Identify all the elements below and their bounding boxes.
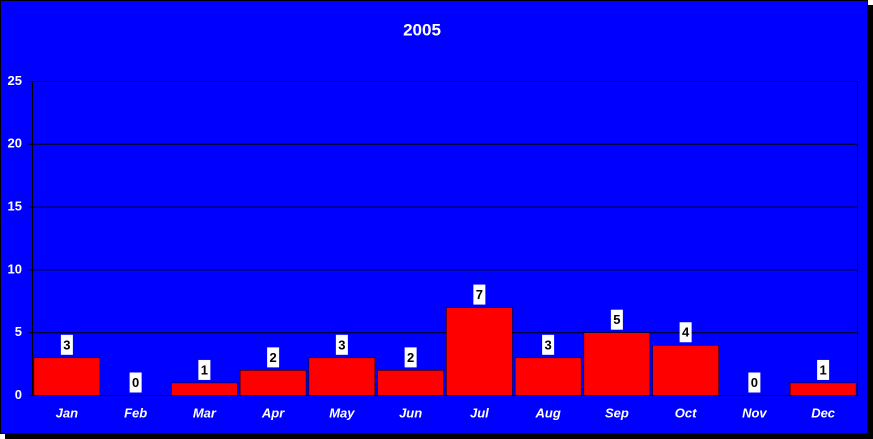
bar <box>652 345 719 396</box>
bar <box>171 382 238 396</box>
x-tick-label: May <box>329 405 355 420</box>
data-label: 2 <box>270 350 277 365</box>
data-label: 3 <box>545 337 552 352</box>
data-label: 3 <box>338 337 345 352</box>
bar <box>308 357 376 396</box>
data-label: 5 <box>613 312 620 327</box>
x-tick-label: Jun <box>399 405 422 420</box>
x-tick-label: Jul <box>470 405 489 420</box>
data-label-box <box>267 347 280 368</box>
x-tick-label: Dec <box>811 405 836 420</box>
y-tick-label: 0 <box>15 387 22 402</box>
bar <box>446 307 513 396</box>
bar <box>33 357 101 396</box>
chart-title: 2005 <box>403 20 441 39</box>
data-label-box <box>60 334 73 355</box>
x-tick-label: Nov <box>742 405 767 420</box>
data-label: 1 <box>820 362 827 377</box>
x-tick-label: Mar <box>193 405 217 420</box>
x-tick-label: Oct <box>675 405 697 420</box>
bar <box>239 370 307 396</box>
data-label: 0 <box>132 375 139 390</box>
y-tick-label: 5 <box>15 324 22 339</box>
data-label: 0 <box>751 375 758 390</box>
bar <box>514 357 582 396</box>
y-tick-label: 15 <box>8 199 22 214</box>
data-label: 1 <box>201 362 208 377</box>
data-label-box <box>817 359 830 380</box>
data-label-box <box>129 372 142 393</box>
x-tick-label: Sep <box>605 405 629 420</box>
data-label-box <box>404 347 417 368</box>
x-tick-label: Jan <box>56 405 78 420</box>
data-label-box <box>473 284 486 305</box>
bar <box>789 382 857 396</box>
y-tick-label: 20 <box>8 136 22 151</box>
data-label: 2 <box>407 350 414 365</box>
data-label-box <box>679 322 692 343</box>
data-label-box <box>335 334 348 355</box>
x-tick-label: Apr <box>261 405 285 420</box>
x-tick-label: Feb <box>124 405 147 420</box>
data-label-box <box>198 359 211 380</box>
y-tick-label: 10 <box>8 261 22 276</box>
data-label-box <box>610 309 623 330</box>
y-tick-label: 25 <box>8 73 22 88</box>
x-tick-label: Aug <box>534 405 560 420</box>
data-label-box <box>748 372 761 393</box>
data-label: 4 <box>682 325 690 340</box>
data-label: 7 <box>476 287 483 302</box>
bar <box>377 370 444 396</box>
bar <box>583 332 651 396</box>
data-label-box <box>542 334 555 355</box>
data-label: 3 <box>63 337 70 352</box>
